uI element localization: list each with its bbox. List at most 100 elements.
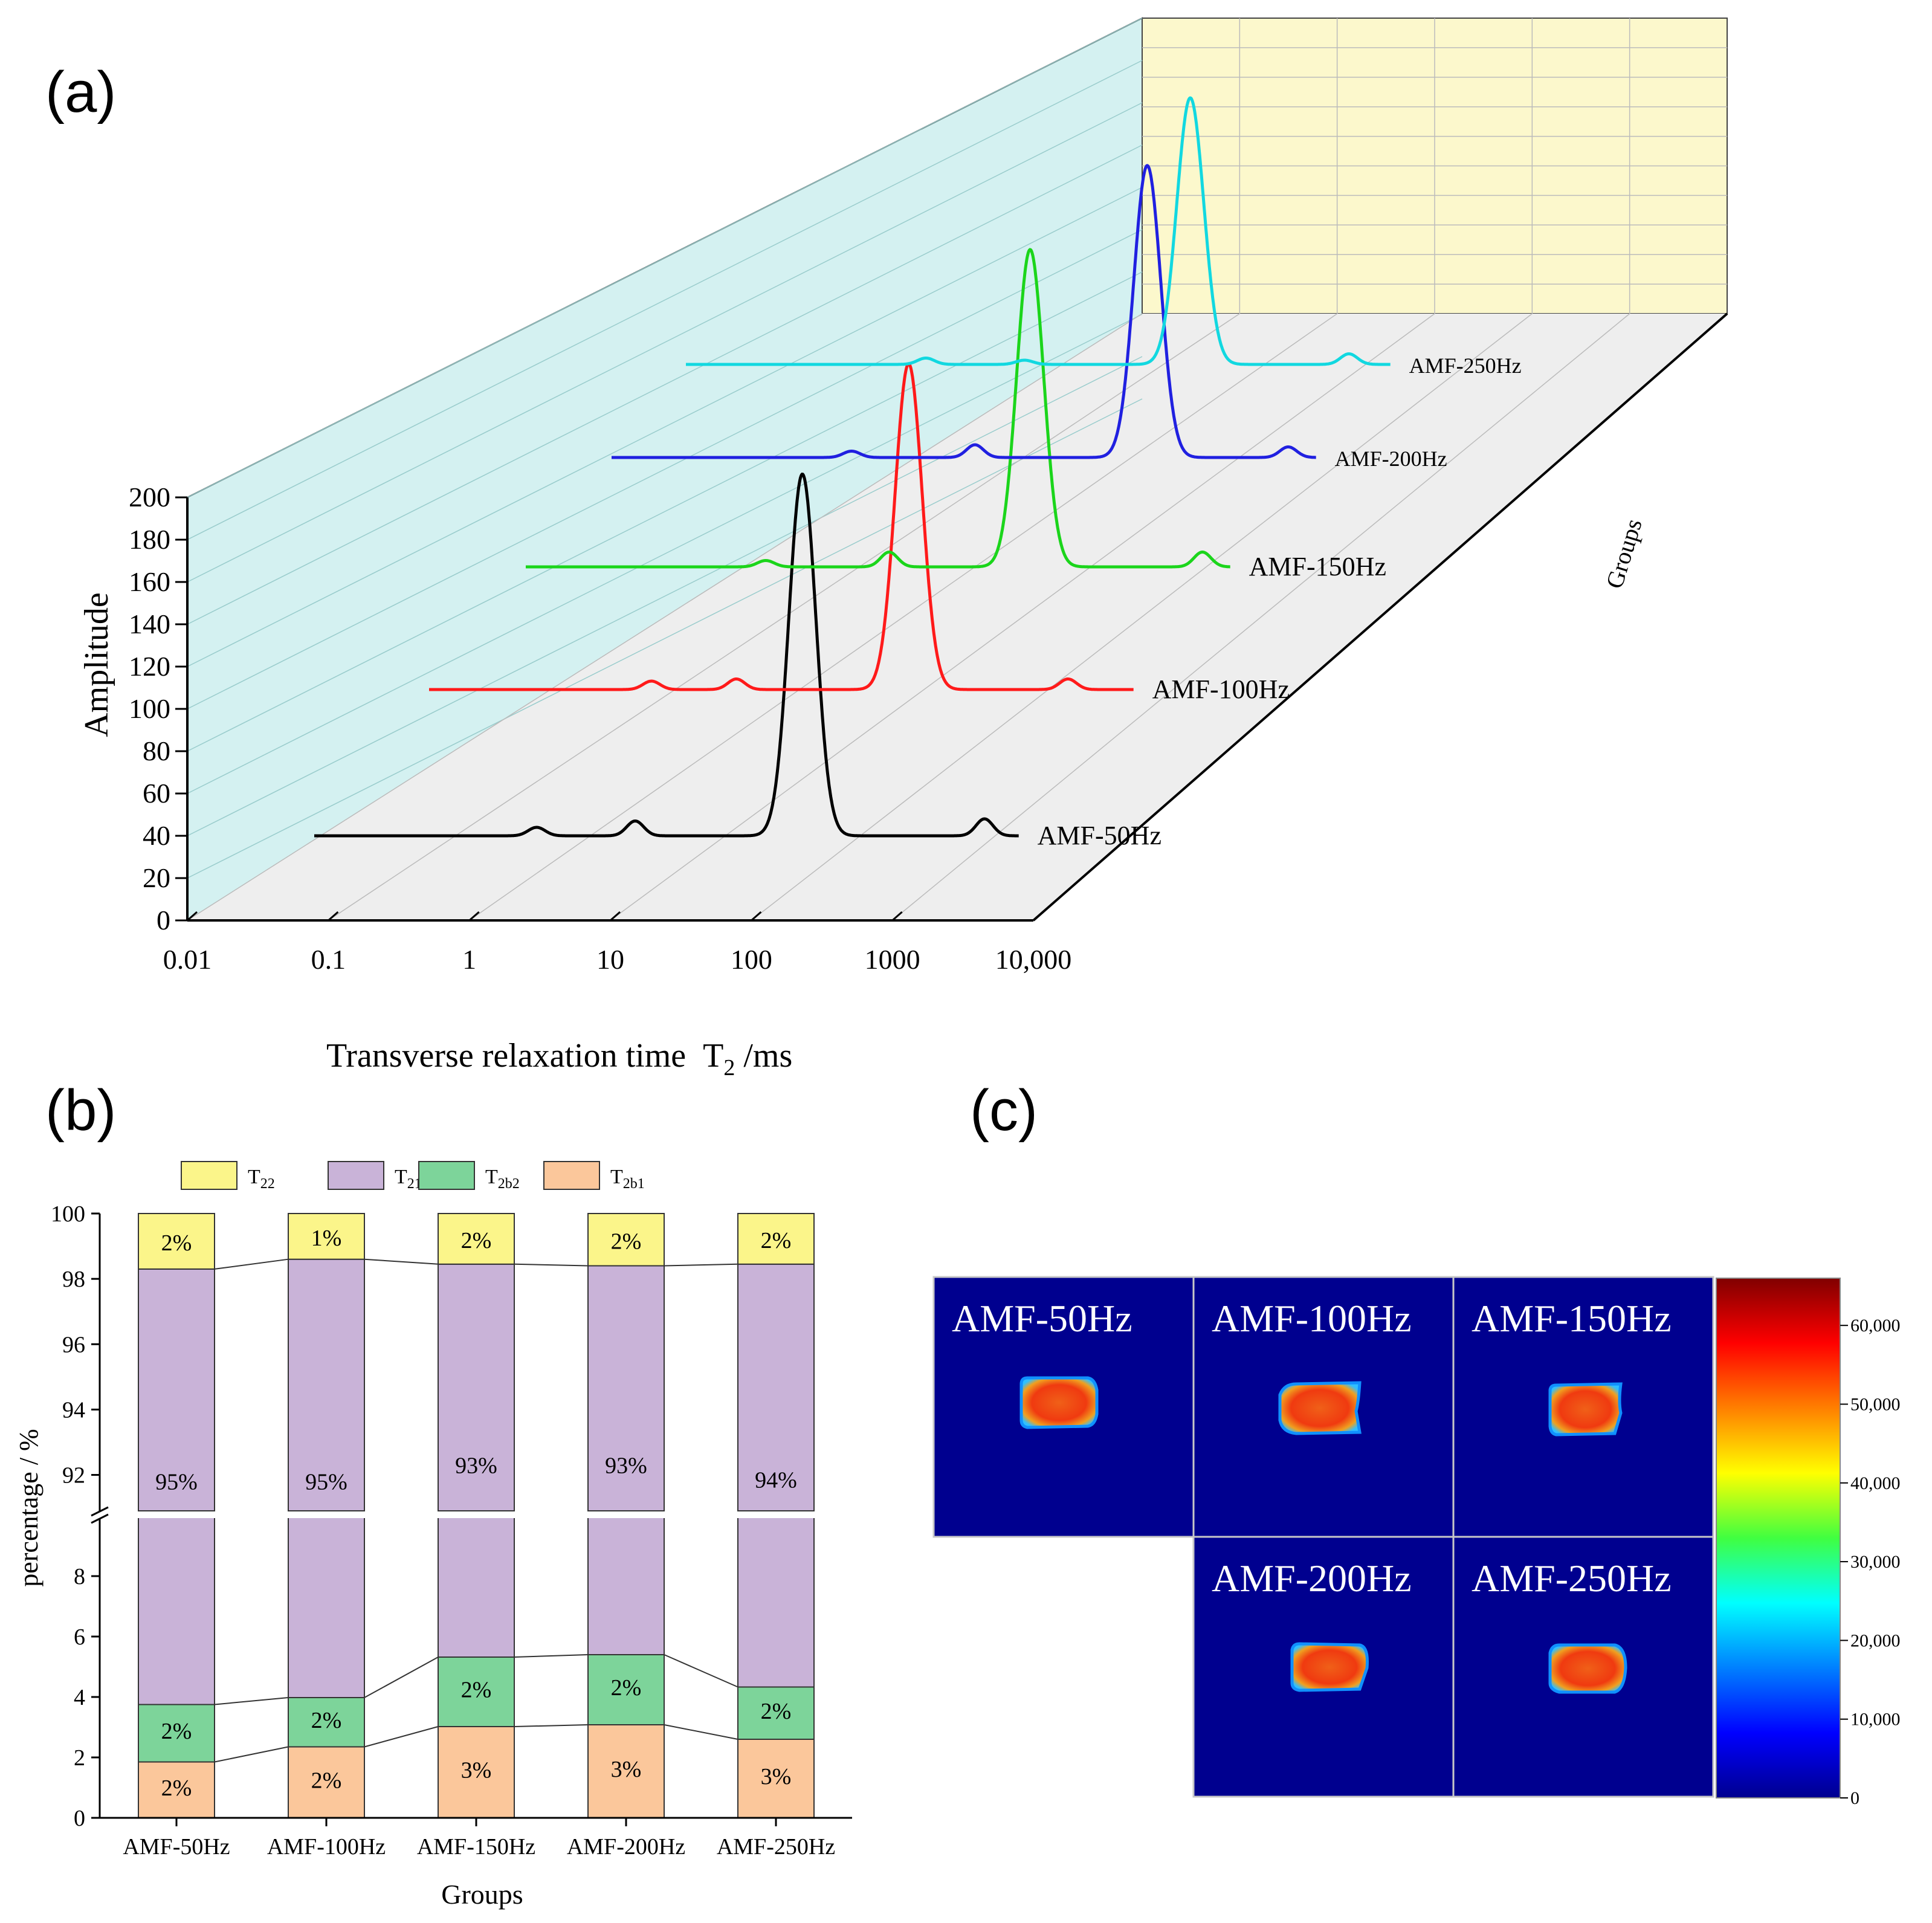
legend-main: T [610, 1166, 623, 1188]
y-tick-label: 160 [129, 566, 170, 597]
bar-value-label: 2% [311, 1708, 342, 1733]
spectrum-line-AMF-250Hz [686, 96, 1391, 366]
bar-value-label: 2% [161, 1230, 192, 1256]
legend: T22 T21 T2b2 T2b1 [181, 1161, 645, 1192]
bar-value-label: 2% [761, 1228, 792, 1253]
side-grid-line [187, 60, 1143, 540]
x-tick-label: 1000 [865, 944, 920, 975]
legend-sub: 22 [260, 1176, 275, 1192]
connector-line [364, 1258, 439, 1265]
side-grid-line [187, 187, 1143, 667]
bar-value-label: 3% [611, 1757, 642, 1782]
bar-segment-T21 [737, 1515, 815, 1688]
bar-segment-T2b2 [438, 1656, 515, 1727]
bar-segment-T21 [587, 1265, 665, 1512]
bar-value-label: 3% [461, 1758, 492, 1783]
side-grid-line [187, 398, 1143, 879]
colorbar-tick-label: 40,000 [1850, 1473, 1901, 1493]
mri-tile-label: AMF-200Hz [1212, 1557, 1412, 1600]
axis-ticks: 0 20 40 60 80 100 120 140 160 180 200 0.01 0.1 1 10 100… [129, 482, 1071, 975]
groups-axis-title: Groups [1600, 515, 1647, 592]
bar-segment-T2b2 [737, 1686, 815, 1740]
y-axis-title: Amplitude [78, 592, 115, 737]
bar-segment-T21 [138, 1515, 215, 1705]
bar-value-label: 2% [611, 1675, 642, 1701]
connector-line [664, 1724, 738, 1740]
sample-signal-blob [1278, 1381, 1362, 1435]
floor-grid-line [469, 313, 1338, 921]
x-tick-label: 10 [596, 944, 624, 975]
x-title-main: Transverse relaxation time T [326, 1037, 723, 1075]
spectrum-line-AMF-200Hz [612, 164, 1316, 459]
x-title-unit: /ms [735, 1037, 792, 1075]
mri-tile: AMF-100Hz [1192, 1276, 1455, 1538]
mri-panel: AMF-50Hz AMF-100Hz AMF-150Hz AMF-200Hz AMF-2… [932, 1276, 1901, 1808]
bars: 2% 2% 3% 3% 3% 2% 2% 2% 2% 2% 95% 95% 93% 93% 94% 2% 1% 2… [138, 1213, 815, 1818]
y-tick-label: 80 [143, 735, 170, 766]
floor-grid-line [187, 313, 1143, 921]
bar-value-label: 3% [761, 1764, 792, 1789]
connector-line [214, 1697, 289, 1705]
side-grid-line [187, 144, 1143, 625]
colorbar-tick-label: 20,000 [1850, 1631, 1901, 1650]
y-tick-label: 120 [129, 651, 170, 682]
group-label: AMF-150Hz [1249, 552, 1386, 581]
b-y-axis-title: percentage / % [14, 1429, 44, 1586]
bar-value-label: 2% [311, 1768, 342, 1793]
legend-main: T [485, 1166, 498, 1188]
bar-value-label: 1% [311, 1226, 342, 1251]
connector-line [214, 1258, 289, 1270]
floor-grid-line [328, 313, 1240, 921]
bar-segment-T21 [138, 1268, 215, 1512]
bar-value-label: 95% [305, 1469, 347, 1495]
mri-tile-label: AMF-100Hz [1212, 1297, 1412, 1340]
y-tick-label: 180 [129, 524, 170, 555]
connector-line [364, 1656, 439, 1698]
y-tick-label: 20 [143, 862, 170, 893]
b-y-tick-label: 0 [74, 1806, 85, 1831]
connector-line [514, 1263, 589, 1267]
bar-segment-T2b2 [288, 1697, 365, 1748]
bar-segment-T22 [138, 1213, 215, 1270]
x-tick-label: 1 [462, 944, 476, 975]
b-x-tick-label: AMF-50Hz [123, 1834, 230, 1860]
bar-value-label: 94% [755, 1468, 797, 1493]
y-tick-label: 100 [129, 693, 170, 724]
y-tick-label: 0 [157, 905, 170, 936]
spectrum-line-AMF-50Hz [314, 472, 1019, 838]
b-y-tick-label: 100 [51, 1201, 85, 1227]
mri-tile: AMF-250Hz [1452, 1536, 1714, 1798]
bar-value-label: 2% [461, 1678, 492, 1703]
bar-segment-T21 [587, 1515, 665, 1655]
x-axis-title: Transverse relaxation time T2 /ms [326, 1037, 792, 1081]
legend-label-T2b2: T2b2 [485, 1166, 520, 1192]
bar-segment-T21 [737, 1263, 815, 1512]
mri-tile-label: AMF-150Hz [1472, 1297, 1672, 1340]
x-tick-label: 0.01 [163, 944, 212, 975]
spectra: AMF-50HzAMF-100HzAMF-150HzAMF-200HzAMF-2… [314, 96, 1522, 850]
bar-segment-T2b1 [438, 1726, 515, 1818]
x-tick-mark [751, 911, 762, 922]
x-tick-label: 0.1 [311, 944, 346, 975]
bar-segment-T2b1 [737, 1739, 815, 1818]
mri-tiles: AMF-50Hz AMF-100Hz AMF-150Hz AMF-200Hz AMF-2… [932, 1276, 1714, 1798]
group-label: AMF-200Hz [1335, 447, 1447, 471]
sample-signal-blob [1019, 1376, 1099, 1429]
legend-swatch-T22 [181, 1161, 237, 1190]
side-grid-line [187, 102, 1143, 583]
connector-line [664, 1654, 738, 1688]
sample-signal-blob [1548, 1643, 1627, 1694]
legend-swatch-T2b2 [418, 1161, 475, 1190]
b-x-tick-label: AMF-150Hz [417, 1834, 535, 1860]
floor-grid-line [610, 313, 1435, 921]
connector-line [214, 1746, 289, 1763]
x-tick-mark [610, 911, 621, 922]
connector-line [664, 1263, 738, 1267]
colorbar [1716, 1278, 1841, 1799]
legend-label-T2b1: T2b1 [610, 1166, 645, 1192]
bar-segment-T21 [288, 1515, 365, 1698]
floor-grid-line [751, 313, 1533, 921]
panel-a-label: (a) [45, 60, 116, 124]
b-y-tick-label: 8 [74, 1564, 85, 1589]
